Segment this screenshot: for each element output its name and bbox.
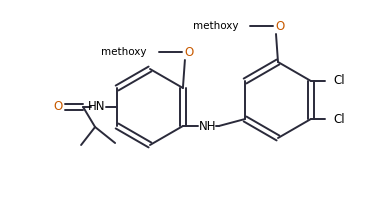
Text: O: O xyxy=(53,101,63,113)
Text: methoxy: methoxy xyxy=(101,47,147,57)
Text: Cl: Cl xyxy=(333,113,344,125)
Text: O: O xyxy=(184,46,194,58)
Text: methoxy: methoxy xyxy=(192,21,238,31)
Text: HN: HN xyxy=(88,101,106,113)
Text: O: O xyxy=(276,19,285,32)
Text: Cl: Cl xyxy=(333,74,344,88)
Text: NH: NH xyxy=(199,120,217,132)
